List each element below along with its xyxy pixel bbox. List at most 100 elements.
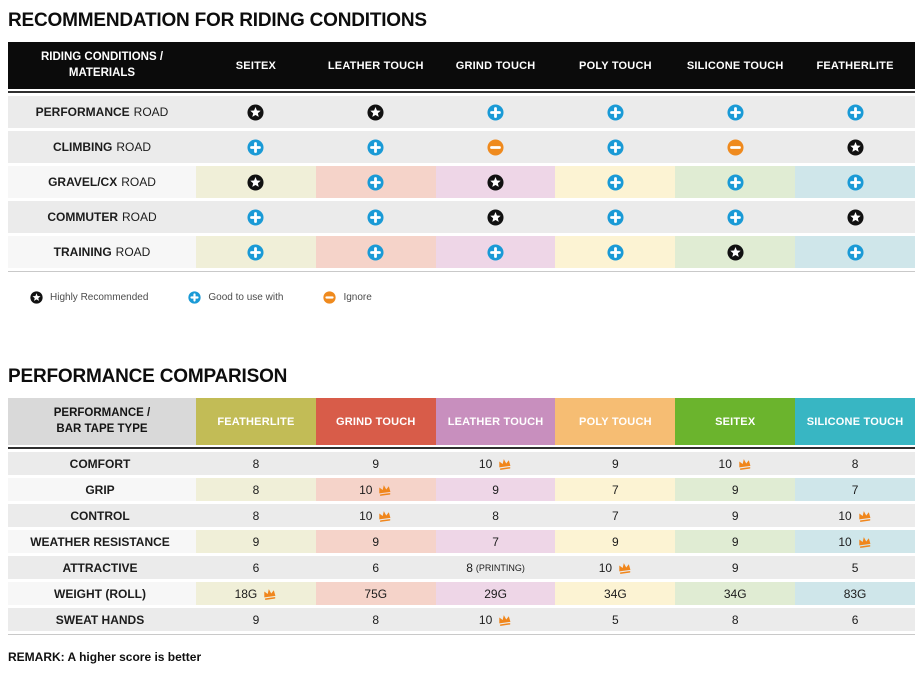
score-cell: 7 [555, 478, 676, 501]
performance-header-label: PERFORMANCE / BAR TAPE TYPE [8, 398, 196, 445]
rating-cell [196, 131, 316, 163]
score-cell: 10 [435, 608, 556, 631]
crown-icon [616, 561, 633, 575]
rating-cell [555, 96, 676, 128]
score-value: 34G [604, 586, 627, 601]
rating-cell [675, 201, 796, 233]
plus-icon [247, 138, 264, 156]
rating-cell [795, 236, 915, 268]
column-header: POLY TOUCH [555, 398, 676, 445]
row-label-bold: COMMUTER [47, 210, 118, 224]
column-header: GRIND TOUCH [315, 398, 436, 445]
score-value: 8 [252, 508, 260, 523]
score-cell: 6 [196, 556, 316, 579]
score-value: 29G [484, 586, 507, 601]
score-value: 9 [252, 534, 260, 549]
score-cell: 8 [675, 608, 796, 631]
row-label: WEATHER RESISTANCE [8, 530, 196, 553]
score-cell: 9 [555, 530, 676, 553]
score-cell: 83G [795, 582, 915, 605]
score-value: 6 [851, 612, 859, 627]
crown-icon [736, 457, 753, 471]
score-value: 10 [838, 534, 852, 549]
score-value: 6 [372, 560, 380, 575]
rating-cell [675, 96, 796, 128]
plus-icon [847, 243, 864, 261]
row-label-bold: CONTROL [70, 508, 130, 523]
row-label: CONTROL [8, 504, 196, 527]
row-label: COMFORT [8, 452, 196, 475]
header-label-line1: PERFORMANCE / [53, 406, 151, 419]
score-value: 8 [372, 612, 380, 627]
score-value: 6 [252, 560, 260, 575]
row-label: SWEAT HANDS [8, 608, 196, 631]
score-value: 10 [359, 482, 373, 497]
score-cell: 8 [196, 504, 316, 527]
plus-icon [367, 208, 384, 226]
rating-cell [435, 96, 556, 128]
table-row: PERFORMANCE ROAD [8, 96, 915, 128]
score-cell: 10 [315, 478, 436, 501]
ignore-icon [487, 138, 504, 156]
legend-item: Highly Recommended [30, 291, 148, 304]
score-value: 9 [372, 456, 380, 471]
ignore-icon [323, 291, 337, 304]
score-value: 8 [851, 456, 859, 471]
score-value: 83G [843, 586, 867, 601]
score-cell: 8 [196, 478, 316, 501]
score-value: 9 [372, 534, 380, 549]
score-cell: 10 [555, 556, 676, 579]
crown-icon [856, 509, 873, 523]
plus-icon [367, 138, 384, 156]
rating-cell [555, 131, 676, 163]
plus-icon [847, 103, 864, 121]
performance-comparison-title: PERFORMANCE COMPARISON [8, 366, 288, 387]
crown-icon [377, 509, 394, 523]
score-value: 5 [851, 560, 859, 575]
table-row: TRAINING ROAD [8, 236, 915, 268]
score-value: 9 [252, 612, 260, 627]
score-cell: 34G [555, 582, 676, 605]
column-header: GRIND TOUCH [455, 59, 536, 72]
plus-icon [727, 208, 744, 226]
rating-cell [315, 96, 436, 128]
rating-cell [435, 201, 556, 233]
riding-conditions-title: RECOMMENDATION FOR RIDING CONDITIONS [8, 10, 427, 31]
plus-icon [367, 243, 384, 261]
riding-conditions-body: PERFORMANCE ROAD CLIMBING ROAD GRAVEL/CX ROAD… [8, 96, 915, 268]
score-value: 7 [851, 482, 859, 497]
score-value: 9 [612, 534, 619, 549]
score-value: 9 [731, 508, 739, 523]
legend-item: Ignore [323, 291, 372, 304]
score-cell: 8 (PRINTING) [435, 556, 556, 579]
score-value: 8 [466, 560, 473, 575]
rating-cell [435, 166, 556, 198]
plus-icon [607, 208, 624, 226]
rating-cell [675, 236, 796, 268]
score-cell: 6 [795, 608, 915, 631]
score-value: 10 [359, 508, 373, 523]
column-header: LEATHER TOUCH [435, 398, 556, 445]
score-cell: 9 [435, 478, 556, 501]
rating-cell [315, 131, 436, 163]
row-label: COMMUTER ROAD [8, 201, 196, 233]
plus-icon [607, 138, 624, 156]
score-cell: 10 [315, 504, 436, 527]
score-value: 9 [731, 560, 739, 575]
header-label-line1: RIDING CONDITIONS / [40, 50, 164, 63]
row-label-rest: ROAD [116, 140, 151, 154]
score-cell: 9 [555, 452, 676, 475]
column-header: POLY TOUCH [579, 59, 652, 72]
performance-header-row: PERFORMANCE / BAR TAPE TYPE FEATHERLITE G… [8, 398, 915, 445]
table-row: GRIP 8 10 9 7 9 7 [8, 478, 915, 501]
header-divider [8, 447, 915, 449]
riding-conditions-section: RECOMMENDATION FOR RIDING CONDITIONS RID… [8, 10, 915, 304]
star-icon [847, 138, 864, 156]
plus-icon [247, 208, 264, 226]
row-label: WEIGHT (ROLL) [8, 582, 196, 605]
header-label-line2: BAR TAPE TYPE [56, 422, 148, 435]
rating-cell [555, 201, 676, 233]
plus-icon [607, 173, 624, 191]
row-label-bold: CLIMBING [53, 140, 113, 154]
plus-icon [727, 103, 744, 121]
